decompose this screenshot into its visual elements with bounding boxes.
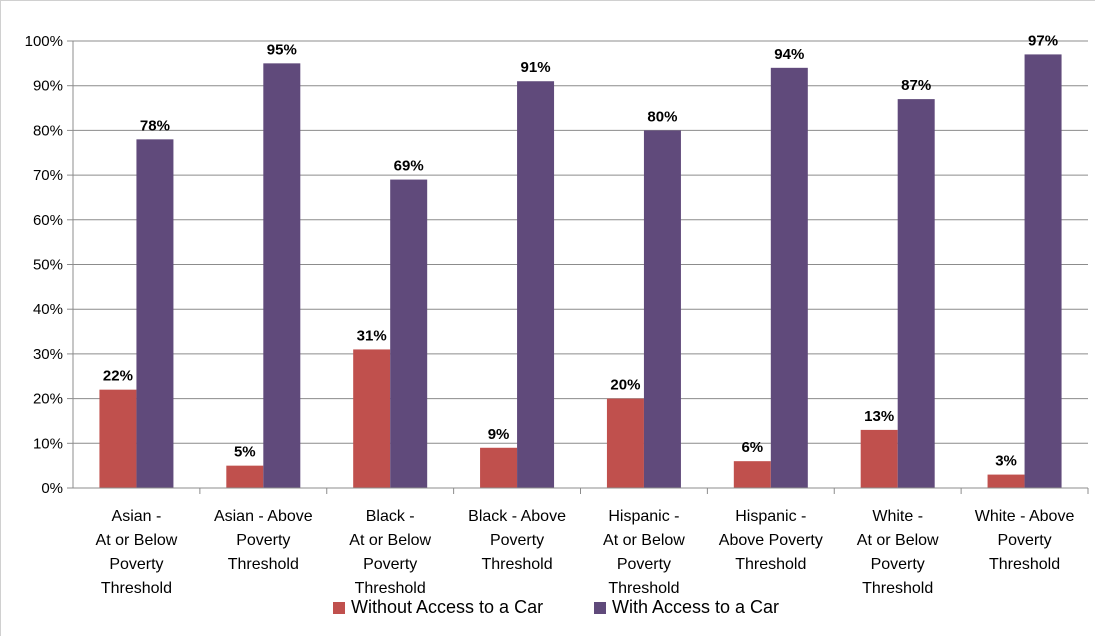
bar: [480, 447, 518, 488]
y-tick-label: 30%: [33, 346, 63, 363]
y-tick-label: 10%: [33, 435, 63, 452]
y-axis-ticks: 0% 10% 20% 30% 40% 50% 60% 70% 80% 90% 100%: [25, 33, 73, 497]
x-tick-label-line: Threshold: [228, 556, 299, 573]
legend-label: Without Access to a Car: [351, 597, 543, 617]
data-label: 94%: [774, 46, 804, 63]
x-tick-label-line: White - Above: [975, 508, 1075, 525]
bar: [226, 465, 264, 488]
legend-label: With Access to a Car: [612, 597, 779, 617]
x-tick-label: White - At or Below Poverty Threshold: [857, 508, 939, 597]
bar: [643, 130, 681, 488]
x-tick-label: White - Above Poverty Threshold: [975, 508, 1075, 573]
data-label: 5%: [234, 444, 256, 461]
bar: [770, 67, 808, 488]
y-tick-label: 90%: [33, 78, 63, 95]
data-label: 9%: [488, 426, 510, 443]
axes: [72, 41, 1089, 494]
x-tick-label-line: Poverty: [617, 556, 671, 573]
data-label: 69%: [394, 158, 424, 175]
bar: [606, 398, 644, 488]
x-tick-label-line: Threshold: [608, 580, 679, 597]
x-tick-label-line: At or Below: [603, 532, 685, 549]
x-tick-label-line: Hispanic -: [735, 508, 806, 525]
bars: [99, 54, 1062, 489]
data-label: 6%: [741, 439, 763, 456]
y-tick-label: 80%: [33, 122, 63, 139]
x-tick-label-line: Threshold: [862, 580, 933, 597]
x-tick-label: Hispanic - At or Below Poverty Threshold: [603, 508, 685, 597]
x-tick-label-line: Threshold: [735, 556, 806, 573]
gridlines: [73, 40, 1088, 444]
data-label: 97%: [1028, 32, 1058, 49]
x-tick-label-line: Poverty: [363, 556, 417, 573]
data-label: 20%: [610, 377, 640, 394]
x-tick-label-line: At or Below: [349, 532, 431, 549]
y-tick-label: 70%: [33, 167, 63, 184]
data-label: 78%: [140, 117, 170, 134]
data-label: 22%: [103, 368, 133, 385]
x-tick-label-line: Poverty: [236, 532, 290, 549]
data-label: 13%: [864, 408, 894, 425]
bar: [99, 389, 137, 488]
bar: [136, 139, 174, 488]
x-tick-label-line: Hispanic -: [608, 508, 679, 525]
legend: Without Access to a Car With Access to a …: [333, 597, 779, 617]
y-tick-label: 50%: [33, 257, 63, 274]
legend-swatch: [594, 602, 606, 614]
data-label: 95%: [267, 41, 297, 58]
bar: [1024, 54, 1062, 488]
data-label: 3%: [995, 453, 1017, 470]
x-tick-label-line: Threshold: [355, 580, 426, 597]
x-tick-label-line: Black -: [366, 508, 415, 525]
y-tick-label: 0%: [41, 480, 63, 497]
x-tick-label-line: Poverty: [109, 556, 163, 573]
y-tick-label: 60%: [33, 212, 63, 229]
x-tick-label: Hispanic - Above Poverty Threshold: [719, 508, 823, 573]
x-tick-label-line: Poverty: [871, 556, 925, 573]
x-tick-label: Asian - At or Below Poverty Threshold: [96, 508, 178, 597]
data-label: 80%: [647, 108, 677, 125]
x-tick-label-line: White -: [872, 508, 923, 525]
x-axis-labels: Asian -At or Below Poverty ThresholdAsian …: [96, 508, 1075, 597]
x-tick-label-line: Above Poverty: [719, 532, 823, 549]
bar: [987, 474, 1025, 488]
bar: [353, 349, 391, 488]
y-tick-label: 100%: [25, 33, 63, 50]
x-tick-label-line: Poverty: [490, 532, 544, 549]
data-label: 87%: [901, 77, 931, 94]
data-label: 91%: [521, 59, 551, 76]
data-label: 31%: [357, 327, 387, 344]
y-tick-label: 40%: [33, 301, 63, 318]
x-tick-label-line: Asian -: [112, 508, 162, 525]
bar: [390, 179, 428, 488]
legend-swatch: [333, 602, 345, 614]
y-tick-label: 20%: [33, 391, 63, 408]
data-labels: 22% 78% 5% 95% 31% 69% 9% 91% 20% 80% 6% 94% 13% 87% 3…: [103, 32, 1058, 469]
x-tick-label-line: Threshold: [989, 556, 1060, 573]
bar: [517, 81, 555, 488]
x-tick-label-line: Poverty: [997, 532, 1051, 549]
bar: [860, 429, 898, 488]
x-tick-label-line: Asian - Above: [214, 508, 313, 525]
x-tick-label: Black - Above Poverty Threshold: [468, 508, 566, 573]
x-tick-label: Black - At or Below Poverty Threshold: [349, 508, 431, 597]
x-tick-label-line: Threshold: [481, 556, 552, 573]
x-tick-label-line: At or Below: [96, 532, 178, 549]
bar: [897, 99, 935, 489]
x-tick-label-line: Threshold: [101, 580, 172, 597]
x-tick-label: Asian - Above Poverty Threshold: [214, 508, 313, 573]
x-tick-label-line: At or Below: [857, 532, 939, 549]
bar: [263, 63, 301, 488]
bar: [733, 461, 771, 488]
x-tick-label-line: Black - Above: [468, 508, 566, 525]
